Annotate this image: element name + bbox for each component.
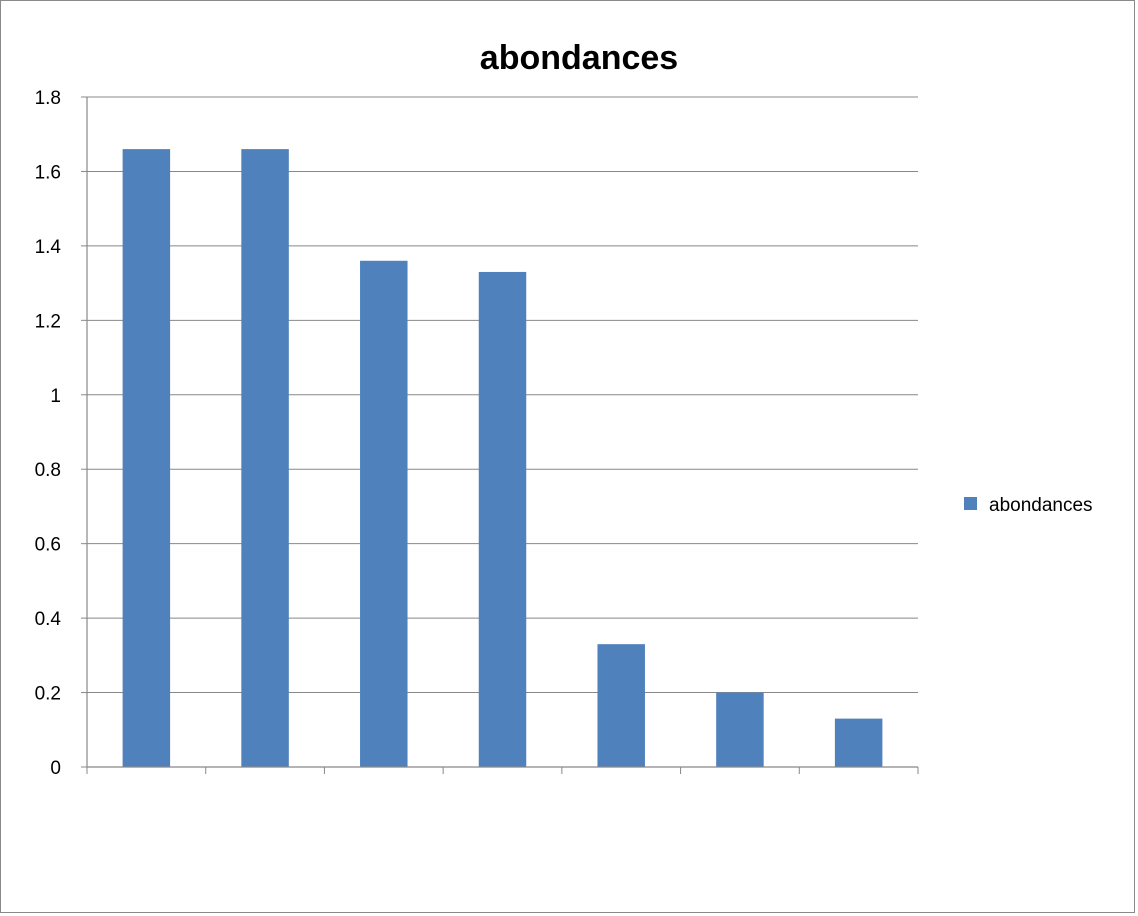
y-tick-label: 1.6 (35, 162, 61, 183)
y-tick-label: 1.4 (35, 237, 62, 258)
bar (478, 271, 527, 767)
bars (122, 149, 883, 768)
y-tick-label: 1.8 (35, 88, 61, 109)
y-tick-label: 0.2 (35, 684, 61, 705)
axes: 0 0.2 0.4 0.6 0.8 1 1.2 1.4 1.6 1.8 (35, 88, 919, 779)
bar (122, 149, 171, 768)
legend-label: abondances (989, 495, 1093, 516)
y-tick-label: 0.6 (35, 535, 61, 556)
bar (597, 644, 645, 767)
y-tick-label: 1 (50, 386, 61, 407)
y-tick-label: 0.4 (35, 609, 62, 630)
bar (360, 260, 408, 767)
bar (834, 718, 883, 767)
legend: abondances (964, 495, 1093, 516)
chart-title: abondances (480, 39, 678, 77)
bar (716, 692, 764, 767)
y-tick-label: 0.8 (35, 460, 61, 481)
y-tick-label: 1.2 (35, 311, 61, 332)
bar (241, 149, 289, 768)
y-tick-label: 0 (50, 758, 61, 779)
legend-swatch (964, 497, 977, 510)
